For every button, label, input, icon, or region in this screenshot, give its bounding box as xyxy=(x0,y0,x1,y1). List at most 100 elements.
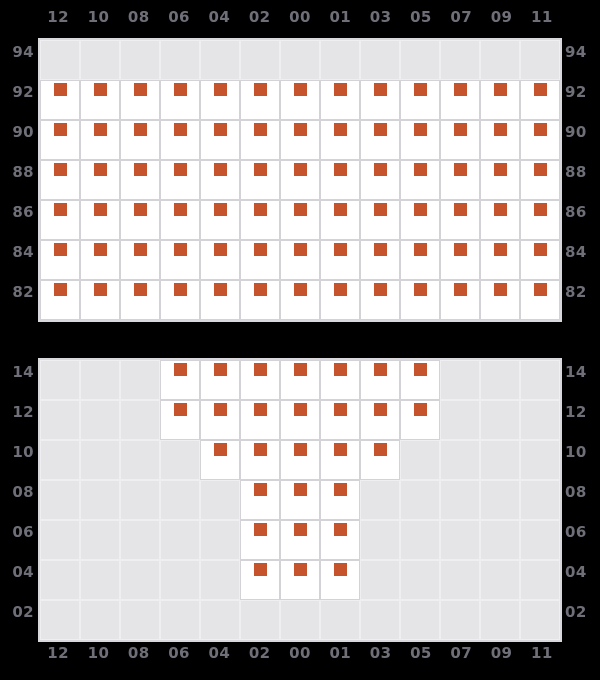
square-marker xyxy=(533,123,547,136)
grid-cell-filled xyxy=(480,160,520,200)
square-marker xyxy=(253,203,267,216)
square-marker xyxy=(133,283,147,296)
square-marker xyxy=(253,563,267,576)
square-marker xyxy=(133,83,147,96)
y-axis-tick-label: 82 xyxy=(565,283,587,301)
grid-cell-filled xyxy=(80,80,120,120)
grid-cell-filled xyxy=(320,120,360,160)
grid-cell-filled xyxy=(320,240,360,280)
grid-cell-empty xyxy=(320,40,360,80)
grid-cell-filled xyxy=(480,120,520,160)
grid-cell-filled xyxy=(240,440,280,480)
square-marker xyxy=(253,483,267,496)
square-marker xyxy=(253,403,267,416)
square-marker xyxy=(293,523,307,536)
x-axis-tick-label: 11 xyxy=(531,8,553,26)
grid-cell-empty xyxy=(160,520,200,560)
grid-cell-filled xyxy=(240,80,280,120)
grid-cell-empty xyxy=(80,400,120,440)
y-axis-tick-label: 90 xyxy=(12,123,34,141)
square-marker xyxy=(453,123,467,136)
square-marker xyxy=(293,83,307,96)
grid-cell-filled xyxy=(200,80,240,120)
grid-cell-empty xyxy=(520,360,560,400)
square-marker xyxy=(133,123,147,136)
grid-cell-filled xyxy=(440,280,480,320)
y-axis-tick-label: 02 xyxy=(565,603,587,621)
grid-cell-filled xyxy=(200,240,240,280)
grid-cell-filled xyxy=(40,160,80,200)
grid-cell-filled xyxy=(480,240,520,280)
grid-cell-filled xyxy=(160,160,200,200)
x-axis-tick-label: 05 xyxy=(410,8,432,26)
square-marker xyxy=(253,443,267,456)
square-marker xyxy=(493,123,507,136)
grid-cell-filled xyxy=(440,240,480,280)
grid-cell-filled xyxy=(360,120,400,160)
grid-cell-empty xyxy=(480,40,520,80)
square-marker xyxy=(173,243,187,256)
square-marker xyxy=(173,283,187,296)
grid-cell-empty xyxy=(200,520,240,560)
square-marker xyxy=(93,283,107,296)
x-axis-tick-label: 04 xyxy=(208,8,231,26)
square-marker xyxy=(253,523,267,536)
grid-cell-filled xyxy=(280,200,320,240)
x-axis-tick-label: 09 xyxy=(490,644,513,662)
grid-cell-filled xyxy=(480,200,520,240)
square-marker xyxy=(413,163,427,176)
grid-cell-filled xyxy=(40,120,80,160)
y-axis-tick-label: 10 xyxy=(565,443,587,461)
grid-cell-filled xyxy=(360,240,400,280)
square-marker xyxy=(133,163,147,176)
square-marker xyxy=(333,83,347,96)
square-marker xyxy=(333,523,347,536)
x-axis-tick-label: 02 xyxy=(248,644,271,662)
y-axis-tick-label: 92 xyxy=(12,83,34,101)
grid-cell-empty xyxy=(200,480,240,520)
square-marker xyxy=(333,243,347,256)
grid-cell-filled xyxy=(160,280,200,320)
square-marker xyxy=(413,203,427,216)
square-marker xyxy=(293,243,307,256)
grid-cell-filled xyxy=(360,200,400,240)
x-axis-tick-label: 12 xyxy=(47,644,69,662)
square-marker xyxy=(453,283,467,296)
x-axis-tick-label: 06 xyxy=(168,644,190,662)
grid-cell-filled xyxy=(280,120,320,160)
square-marker xyxy=(293,203,307,216)
square-marker xyxy=(93,123,107,136)
y-axis-tick-label: 14 xyxy=(12,363,34,381)
grid-cell-filled xyxy=(200,120,240,160)
y-axis-tick-label: 04 xyxy=(12,563,34,581)
grid-cell-empty xyxy=(120,560,160,600)
square-marker xyxy=(373,363,387,376)
grid-cell-empty xyxy=(520,520,560,560)
square-marker xyxy=(333,403,347,416)
grid-cell-empty xyxy=(240,600,280,640)
grid-cell-filled xyxy=(40,200,80,240)
x-axis-tick-label: 06 xyxy=(168,8,190,26)
grid-cell-filled xyxy=(80,240,120,280)
grid-cell-filled xyxy=(360,360,400,400)
grid-cell-filled xyxy=(240,520,280,560)
square-marker xyxy=(533,203,547,216)
grid-cell-filled xyxy=(80,280,120,320)
grid-cell-empty xyxy=(280,40,320,80)
grid-cell-filled xyxy=(120,200,160,240)
grid-cell-filled xyxy=(400,200,440,240)
square-marker xyxy=(413,243,427,256)
grid-cell-filled xyxy=(280,160,320,200)
grid-cell-empty xyxy=(40,600,80,640)
grid-cell-empty xyxy=(520,40,560,80)
square-marker xyxy=(173,163,187,176)
square-marker xyxy=(373,283,387,296)
grid-cell-filled xyxy=(240,120,280,160)
grid-cell-filled xyxy=(280,520,320,560)
grid-cell-filled xyxy=(360,160,400,200)
grid-cell-empty xyxy=(160,600,200,640)
square-marker xyxy=(333,443,347,456)
grid-cell-filled xyxy=(320,400,360,440)
square-marker xyxy=(333,203,347,216)
